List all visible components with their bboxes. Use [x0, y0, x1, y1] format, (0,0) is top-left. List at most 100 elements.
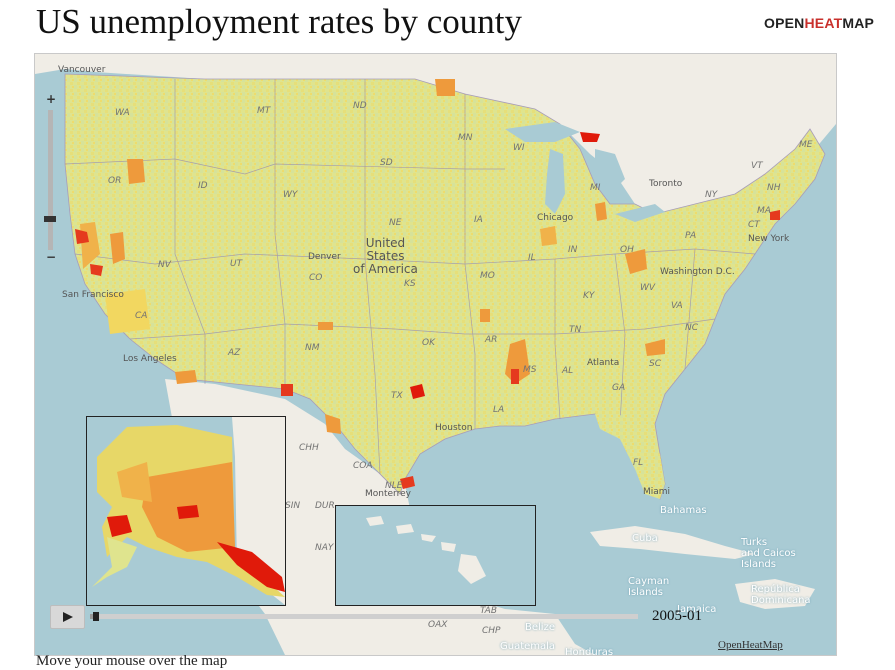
instruction-text: Move your mouse over the map [36, 653, 228, 669]
state-label-sc: SC [649, 359, 661, 369]
zoom-control: + − [44, 92, 58, 272]
play-button[interactable] [50, 605, 85, 629]
place-label-belize: Belize [525, 622, 555, 633]
state-label-oh: OH [620, 245, 634, 255]
state-label-nh: NH [767, 183, 781, 193]
city-label-los-angeles: Los Angeles [123, 354, 177, 364]
state-label-or: OR [108, 176, 122, 186]
state-label-nay: NAY [315, 543, 334, 553]
state-label-sd: SD [380, 158, 393, 168]
zoom-slider-track[interactable] [48, 110, 53, 250]
state-label-nle: NLE [385, 481, 403, 491]
city-label-denver: Denver [308, 252, 341, 262]
city-label-houston: Houston [435, 423, 473, 433]
state-label-dur: DUR [315, 501, 335, 511]
state-label-al: AL [562, 366, 574, 376]
state-label-ny: NY [705, 190, 718, 200]
timeline-progress [90, 614, 93, 619]
hawaii-inset[interactable] [335, 505, 536, 606]
lake-erie [615, 204, 665, 222]
state-label-ks: KS [404, 279, 416, 289]
attribution-link[interactable]: OpenHeatMap [718, 639, 783, 651]
state-label-tab: TAB [480, 606, 498, 616]
state-label-ia: IA [474, 215, 483, 225]
city-label-atlanta: Atlanta [587, 358, 620, 368]
state-label-wa: WA [115, 108, 130, 118]
lake-michigan [545, 149, 565, 214]
state-label-fl: FL [633, 458, 644, 468]
state-label-me: ME [799, 140, 813, 150]
state-label-ga: GA [612, 383, 626, 393]
logo-accent: HEAT [804, 15, 843, 31]
lake-huron [595, 149, 625, 194]
canada-land [35, 54, 836, 214]
city-label-san-francisco: San Francisco [62, 290, 124, 300]
alaska-canvas [87, 417, 285, 605]
state-label-chh: CHH [299, 443, 319, 453]
logo-prefix: OPEN [764, 15, 805, 31]
place-label-honduras: Honduras [565, 647, 614, 656]
state-label-wy: WY [283, 190, 298, 200]
city-label-new-york: New York [748, 234, 790, 244]
state-label-chp: CHP [482, 626, 501, 636]
city-label-washington-d-c-: Washington D.C. [660, 267, 735, 277]
city-label-miami: Miami [643, 487, 671, 497]
state-label-vt: VT [751, 161, 763, 171]
city-label-vancouver: Vancouver [58, 65, 106, 75]
play-icon [63, 612, 73, 622]
city-label-chicago: Chicago [537, 213, 574, 223]
state-label-ne: NE [389, 218, 402, 228]
state-label-wi: WI [513, 143, 525, 153]
page-title: US unemployment rates by county [36, 2, 523, 41]
state-label-co: CO [309, 273, 323, 283]
state-label-va: VA [671, 301, 683, 311]
state-label-nd: ND [353, 101, 367, 111]
place-label-turks-and-caicos-islands: Turks and Caicos Islands [741, 537, 796, 570]
state-label-ca: CA [135, 311, 148, 321]
zoom-out-button[interactable]: − [45, 250, 57, 264]
alaska-inset[interactable] [86, 416, 286, 606]
place-label-jamaica: Jamaica [677, 604, 717, 615]
lake-superior [505, 122, 580, 142]
state-label-tx: TX [391, 391, 403, 401]
state-label-la: LA [493, 405, 505, 415]
state-label-mn: MN [458, 133, 473, 143]
state-label-in: IN [568, 245, 578, 255]
state-label-ok: OK [422, 338, 435, 348]
place-label-cuba: Cuba [632, 533, 658, 544]
zoom-slider-handle[interactable] [44, 216, 56, 222]
state-label-pa: PA [685, 231, 697, 241]
city-label-toronto: Toronto [649, 179, 683, 189]
state-label-wv: WV [640, 283, 656, 293]
hispaniola-land [735, 579, 815, 609]
state-label-ut: UT [230, 259, 243, 269]
state-label-az: AZ [228, 348, 241, 358]
place-label-bahamas: Bahamas [660, 505, 707, 516]
state-label-tn: TN [569, 325, 582, 335]
state-borders [64, 79, 756, 475]
state-label-id: ID [198, 181, 208, 191]
state-label-oax: OAX [428, 620, 448, 630]
timeline-track[interactable] [90, 612, 638, 621]
openheatmap-logo[interactable]: OPENHEATMAP [764, 15, 874, 31]
place-label-guatemala: Guatemala [500, 641, 556, 652]
timeline-thumb[interactable] [92, 612, 99, 621]
florida-land [595, 414, 665, 499]
state-label-ms: MS [523, 365, 537, 375]
state-label-ma: MA [757, 206, 771, 216]
state-label-nm: NM [305, 343, 320, 353]
state-label-nv: NV [158, 260, 171, 270]
state-label-mi: MI [590, 183, 601, 193]
place-label-rep-blica-dominicana: República Dominicana [751, 584, 811, 606]
place-label-cayman-islands: Cayman Islands [628, 576, 670, 598]
state-label-ar: AR [485, 335, 498, 345]
hawaii-canvas [366, 516, 486, 584]
state-label-ky: KY [583, 291, 595, 301]
country-label-usa: United States of America [353, 236, 418, 276]
state-label-ct: CT [748, 220, 760, 230]
zoom-in-button[interactable]: + [45, 92, 57, 106]
state-label-sin: SIN [285, 501, 301, 511]
heat-map[interactable]: + − WA MT ND MN OR ID SD WY NE IA WI MI NV UT CO KS MO IL… [34, 53, 837, 656]
current-date: 2005-01 [652, 608, 702, 624]
state-label-il: IL [528, 253, 536, 263]
